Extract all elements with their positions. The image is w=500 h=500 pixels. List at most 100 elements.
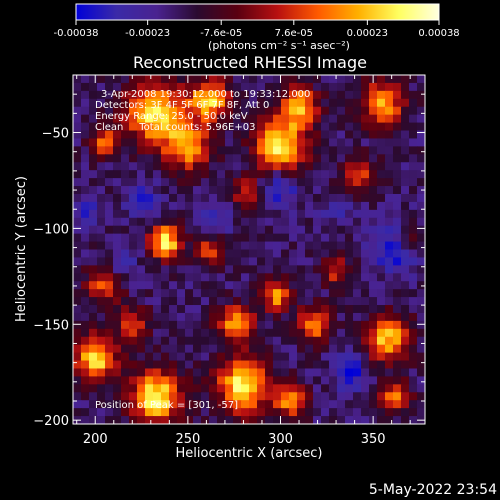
heatmap-cell bbox=[241, 360, 250, 370]
heatmap-cell bbox=[81, 265, 90, 274]
heatmap-cell bbox=[161, 233, 170, 243]
heatmap-cell bbox=[121, 154, 130, 163]
heatmap-cell bbox=[161, 328, 170, 338]
heatmap-cell bbox=[217, 392, 226, 401]
heatmap-cell bbox=[161, 225, 170, 235]
heatmap-cell bbox=[273, 376, 282, 385]
heatmap-cell bbox=[345, 368, 354, 378]
heatmap-cell bbox=[393, 265, 402, 274]
heatmap-cell bbox=[217, 281, 226, 290]
heatmap-cell bbox=[97, 273, 106, 282]
heatmap-cell bbox=[153, 297, 162, 306]
heatmap-cell bbox=[257, 154, 266, 163]
heatmap-cell bbox=[385, 138, 394, 147]
heatmap-cell bbox=[137, 360, 146, 370]
heatmap-cell bbox=[337, 233, 346, 243]
heatmap-cell bbox=[281, 82, 290, 92]
heatmap-cell bbox=[233, 209, 242, 219]
heatmap-cell bbox=[297, 249, 306, 259]
heatmap-cell bbox=[225, 336, 234, 346]
heatmap-cell bbox=[97, 186, 106, 195]
heatmap-cell bbox=[209, 130, 218, 140]
heatmap-cell bbox=[89, 225, 98, 235]
heatmap-cell bbox=[401, 138, 410, 147]
heatmap-cell bbox=[121, 265, 130, 274]
heatmap-cell bbox=[417, 114, 425, 124]
heatmap-cell bbox=[257, 289, 266, 298]
heatmap-cell bbox=[89, 82, 98, 92]
heatmap-cell bbox=[89, 114, 98, 124]
heatmap-cell bbox=[417, 312, 425, 322]
heatmap-cell bbox=[289, 241, 298, 251]
heatmap-cell bbox=[265, 130, 274, 140]
heatmap-cell bbox=[193, 320, 202, 330]
heatmap-cell bbox=[361, 114, 370, 124]
heatmap-cell bbox=[265, 384, 274, 393]
heatmap-cell bbox=[169, 75, 178, 84]
heatmap-cell bbox=[409, 400, 418, 409]
heatmap-cell bbox=[73, 178, 82, 187]
heatmap-cell bbox=[169, 408, 178, 417]
heatmap-cell bbox=[289, 106, 298, 116]
heatmap-cell bbox=[361, 305, 370, 314]
heatmap-cell bbox=[137, 265, 146, 274]
heatmap-cell bbox=[305, 305, 314, 314]
heatmap-cell bbox=[209, 225, 218, 235]
heatmap-cell bbox=[97, 257, 106, 266]
heatmap-cell bbox=[305, 392, 314, 401]
heatmap-cell bbox=[129, 328, 138, 338]
heatmap-cell bbox=[345, 122, 354, 132]
heatmap-cell bbox=[89, 98, 98, 108]
heatmap-cell bbox=[201, 312, 210, 322]
heatmap-cell bbox=[401, 281, 410, 290]
heatmap-cell bbox=[265, 225, 274, 235]
heatmap-cell bbox=[265, 209, 274, 219]
heatmap-cell bbox=[353, 352, 362, 362]
heatmap-cell bbox=[121, 146, 130, 155]
heatmap-cell bbox=[305, 297, 314, 306]
heatmap-cell bbox=[89, 305, 98, 314]
heatmap-cell bbox=[289, 328, 298, 338]
heatmap-cell bbox=[361, 344, 370, 354]
heatmap-cell bbox=[153, 400, 162, 409]
heatmap-cell bbox=[89, 344, 98, 354]
heatmap-cell bbox=[97, 138, 106, 147]
heatmap-cell bbox=[329, 344, 338, 354]
heatmap-cell bbox=[329, 352, 338, 362]
heatmap-cell bbox=[289, 90, 298, 100]
heatmap-cell bbox=[73, 400, 82, 409]
heatmap-cell bbox=[185, 106, 194, 116]
heatmap-cell bbox=[129, 114, 138, 124]
heatmap-cell bbox=[137, 289, 146, 298]
heatmap-cell bbox=[353, 154, 362, 163]
heatmap-cell bbox=[97, 201, 106, 211]
heatmap-cell bbox=[73, 376, 82, 385]
heatmap-cell bbox=[281, 146, 290, 155]
heatmap-cell bbox=[409, 312, 418, 322]
heatmap-cell bbox=[129, 193, 138, 203]
heatmap-cell bbox=[217, 138, 226, 147]
heatmap-cell bbox=[153, 257, 162, 266]
heatmap-cell bbox=[257, 106, 266, 116]
heatmap-cell bbox=[121, 209, 130, 219]
heatmap-cell bbox=[385, 400, 394, 409]
heatmap-cell bbox=[97, 241, 106, 251]
heatmap-cell bbox=[345, 360, 354, 370]
heatmap-cell bbox=[361, 75, 370, 84]
heatmap-cell bbox=[209, 233, 218, 243]
plot-area: 200 250 300 350−50−100−150−200 bbox=[33, 74, 426, 447]
heatmap-cell bbox=[257, 130, 266, 140]
heatmap-cell bbox=[233, 273, 242, 282]
heatmap-cell bbox=[169, 233, 178, 243]
heatmap-cell bbox=[313, 186, 322, 195]
heatmap-cell bbox=[273, 289, 282, 298]
heatmap-cell bbox=[201, 384, 210, 393]
heatmap-cell bbox=[353, 336, 362, 346]
heatmap-cell bbox=[105, 193, 114, 203]
heatmap-cell bbox=[161, 320, 170, 330]
heatmap-cell bbox=[105, 201, 114, 211]
heatmap-cell bbox=[241, 281, 250, 290]
heatmap-cell bbox=[105, 289, 114, 298]
heatmap-cell bbox=[113, 328, 122, 338]
heatmap-cell bbox=[377, 170, 386, 179]
